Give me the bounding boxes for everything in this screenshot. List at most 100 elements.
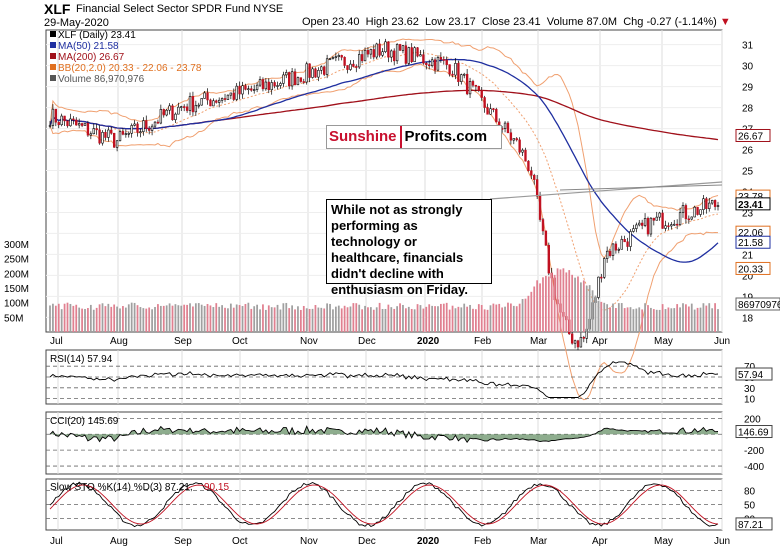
x-axis-label: Aug	[110, 336, 128, 347]
candle-body	[430, 59, 434, 67]
candle-body	[422, 54, 425, 64]
candle-body	[661, 212, 664, 229]
x-axis-label-bottom: Dec	[358, 536, 376, 547]
volume-bar	[644, 303, 646, 332]
candle-body	[168, 105, 171, 111]
price-tick-label: 18	[742, 313, 754, 324]
candle-body	[541, 219, 545, 232]
candle-body	[118, 131, 122, 142]
volume-bar	[687, 306, 690, 332]
volume-bar	[57, 303, 60, 332]
candle-body	[241, 85, 244, 95]
annotation-box: While not as strongly performing as tech…	[326, 199, 492, 297]
sunshine-profits-logo: Sunshine Profits.com	[326, 125, 502, 149]
candle-body	[433, 59, 437, 71]
candle-body	[600, 276, 603, 279]
volume-bar	[192, 306, 194, 332]
volume-bar	[545, 275, 547, 332]
volume-bar	[422, 308, 425, 332]
x-axis-label: Apr	[592, 336, 608, 347]
volume-bar	[542, 277, 544, 332]
volume-bar	[110, 306, 113, 332]
volume-bar	[116, 306, 118, 332]
volume-bar	[180, 305, 183, 332]
candle-body	[667, 225, 670, 228]
volume-bar	[475, 309, 477, 332]
candle-body	[527, 160, 530, 171]
x-axis-label-bottom: Aug	[110, 536, 128, 547]
volume-bar	[690, 303, 693, 332]
candle-body	[349, 63, 352, 70]
volume-tick-label: 50M	[4, 313, 23, 324]
candle-body	[188, 96, 192, 111]
volume-bar	[530, 291, 533, 332]
candle-body	[617, 248, 621, 251]
candle-body	[101, 131, 104, 144]
volume-bar	[670, 308, 673, 332]
candle-body	[136, 123, 139, 133]
candle-body	[702, 198, 705, 210]
volume-bar	[483, 309, 486, 332]
candle-body	[465, 73, 469, 95]
volume-bar	[323, 308, 326, 332]
candle-body	[512, 138, 515, 141]
candle-body	[159, 109, 163, 124]
candle-body	[477, 85, 480, 91]
candle-body	[425, 62, 428, 66]
volume-bar	[139, 307, 142, 332]
volume-bar	[244, 303, 247, 332]
volume-bar	[314, 304, 317, 332]
volume-bar	[442, 303, 445, 332]
volume-bar	[124, 307, 127, 332]
legend-swatch	[50, 53, 56, 59]
candle-body	[250, 88, 253, 91]
volume-bar	[463, 303, 466, 332]
candle-body	[442, 59, 445, 61]
volume-bar	[294, 309, 296, 332]
candle-body	[209, 99, 212, 107]
candle-body	[177, 106, 180, 115]
price-marker-label: 26.67	[738, 131, 763, 142]
volume-bar	[547, 276, 550, 332]
volume-bar	[133, 302, 136, 332]
candle-body	[171, 105, 174, 121]
candle-body	[652, 217, 656, 221]
volume-bar	[159, 305, 162, 332]
candle-body	[223, 98, 227, 100]
candle-body	[69, 118, 72, 127]
candle-body	[393, 50, 396, 62]
volume-bar	[580, 282, 582, 332]
volume-bar	[154, 306, 156, 332]
candle-body	[381, 51, 384, 56]
candle-body	[681, 205, 685, 214]
candle-body	[270, 82, 273, 91]
volume-bar	[402, 304, 404, 332]
price-tick-label: 26	[742, 146, 754, 157]
x-axis-label-bottom: Nov	[300, 536, 318, 547]
candle-body	[124, 133, 128, 135]
volume-bar	[297, 306, 299, 332]
volume-bar	[235, 304, 238, 332]
candle-body	[544, 230, 548, 246]
down-arrow-icon: ▼	[719, 16, 731, 28]
candle-body	[713, 200, 717, 207]
volume-bar	[142, 308, 145, 332]
candle-body	[80, 123, 84, 126]
candle-body	[156, 121, 160, 124]
volume-bar	[390, 307, 393, 332]
candle-body	[340, 55, 343, 58]
candle-body	[296, 77, 300, 86]
cci-tick-label: -200	[744, 446, 764, 457]
volume-bar	[714, 303, 716, 332]
candle-body	[678, 212, 682, 226]
candle-body	[629, 231, 632, 247]
candle-body	[147, 128, 151, 131]
volume-bar	[448, 309, 451, 332]
volume-bar	[78, 307, 81, 332]
volume-bar	[658, 309, 661, 332]
price-marker-box	[735, 235, 771, 249]
volume-bar	[425, 306, 428, 332]
volume-bar	[66, 302, 69, 332]
close-value: 23.41	[513, 16, 541, 28]
volume-bar	[685, 304, 687, 332]
